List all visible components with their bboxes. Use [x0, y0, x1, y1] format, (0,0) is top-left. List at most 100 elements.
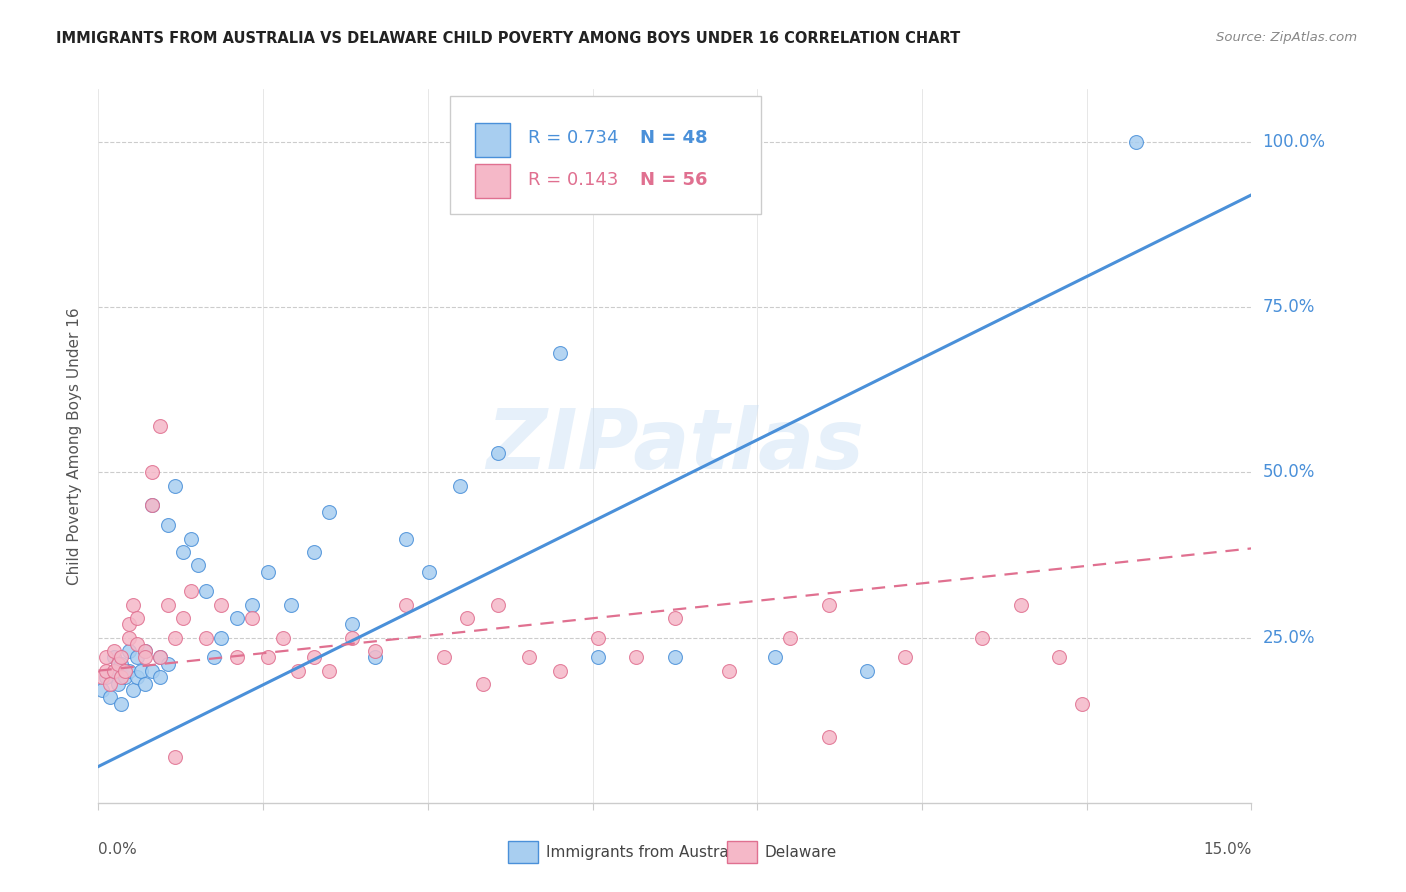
Point — [103, 664, 125, 678]
Point — [107, 657, 129, 671]
Point — [395, 532, 418, 546]
Point — [118, 664, 141, 678]
Point — [98, 677, 121, 691]
Text: Delaware: Delaware — [765, 845, 837, 860]
Point — [165, 631, 187, 645]
Point — [418, 565, 440, 579]
Point — [110, 650, 132, 665]
Point — [156, 598, 179, 612]
Point — [91, 670, 114, 684]
Point — [110, 657, 132, 671]
Point — [364, 644, 387, 658]
Point — [107, 677, 129, 691]
Point — [187, 558, 209, 572]
Point — [256, 565, 278, 579]
Point — [195, 631, 218, 645]
Point — [318, 664, 340, 678]
Point — [149, 670, 172, 684]
Point — [134, 650, 156, 665]
Point — [240, 611, 263, 625]
Text: IMMIGRANTS FROM AUSTRALIA VS DELAWARE CHILD POVERTY AMONG BOYS UNDER 16 CORRELAT: IMMIGRANTS FROM AUSTRALIA VS DELAWARE CH… — [56, 31, 960, 46]
Point — [103, 644, 125, 658]
Point — [122, 683, 145, 698]
Point — [340, 617, 363, 632]
Text: ZIPatlas: ZIPatlas — [486, 406, 863, 486]
Point — [149, 419, 172, 434]
Point — [225, 611, 247, 625]
Point — [318, 505, 340, 519]
Point — [240, 598, 263, 612]
Point — [486, 445, 509, 459]
Point — [103, 664, 125, 678]
Point — [149, 650, 172, 665]
Text: 100.0%: 100.0% — [1263, 133, 1326, 151]
Point — [94, 650, 117, 665]
Point — [165, 478, 187, 492]
Point — [156, 657, 179, 671]
Point — [1125, 135, 1147, 149]
Point — [856, 664, 879, 678]
Point — [141, 466, 163, 480]
Point — [165, 749, 187, 764]
Text: 75.0%: 75.0% — [1263, 298, 1315, 317]
Point — [894, 650, 917, 665]
Text: 15.0%: 15.0% — [1204, 842, 1251, 857]
Point — [779, 631, 801, 645]
Point — [471, 677, 494, 691]
Point — [486, 598, 509, 612]
Point — [340, 631, 363, 645]
Point — [118, 617, 141, 632]
Text: Source: ZipAtlas.com: Source: ZipAtlas.com — [1216, 31, 1357, 45]
FancyBboxPatch shape — [450, 96, 762, 214]
Point — [129, 664, 152, 678]
Point — [364, 650, 387, 665]
Point — [122, 598, 145, 612]
Point — [134, 677, 156, 691]
Point — [134, 644, 156, 658]
Text: 0.0%: 0.0% — [98, 842, 138, 857]
Point — [110, 697, 132, 711]
Point — [195, 584, 218, 599]
Point — [149, 650, 172, 665]
Text: 25.0%: 25.0% — [1263, 629, 1315, 647]
Point — [664, 611, 686, 625]
Point — [717, 664, 740, 678]
Point — [180, 532, 202, 546]
Point — [141, 499, 163, 513]
Point — [972, 631, 994, 645]
Point — [763, 650, 786, 665]
Point — [172, 545, 194, 559]
Point — [1010, 598, 1032, 612]
Point — [180, 584, 202, 599]
Point — [125, 611, 148, 625]
FancyBboxPatch shape — [475, 123, 510, 157]
Point — [202, 650, 225, 665]
Text: 50.0%: 50.0% — [1263, 464, 1315, 482]
Point — [302, 650, 325, 665]
Text: Immigrants from Australia: Immigrants from Australia — [546, 845, 747, 860]
Point — [302, 545, 325, 559]
Text: N = 48: N = 48 — [640, 128, 707, 146]
Point — [271, 631, 294, 645]
Point — [118, 644, 141, 658]
Point — [156, 518, 179, 533]
Y-axis label: Child Poverty Among Boys Under 16: Child Poverty Among Boys Under 16 — [67, 307, 83, 585]
Point — [1047, 650, 1070, 665]
FancyBboxPatch shape — [727, 840, 756, 863]
Point — [225, 650, 247, 665]
Point — [125, 637, 148, 651]
Point — [664, 650, 686, 665]
Point — [548, 346, 571, 360]
FancyBboxPatch shape — [508, 840, 537, 863]
Point — [110, 670, 132, 684]
Point — [125, 650, 148, 665]
Point — [287, 664, 309, 678]
Point — [141, 499, 163, 513]
Point — [141, 664, 163, 678]
Point — [172, 611, 194, 625]
Point — [586, 650, 609, 665]
Point — [98, 690, 121, 704]
Point — [94, 670, 117, 684]
Point — [817, 598, 839, 612]
Point — [134, 644, 156, 658]
